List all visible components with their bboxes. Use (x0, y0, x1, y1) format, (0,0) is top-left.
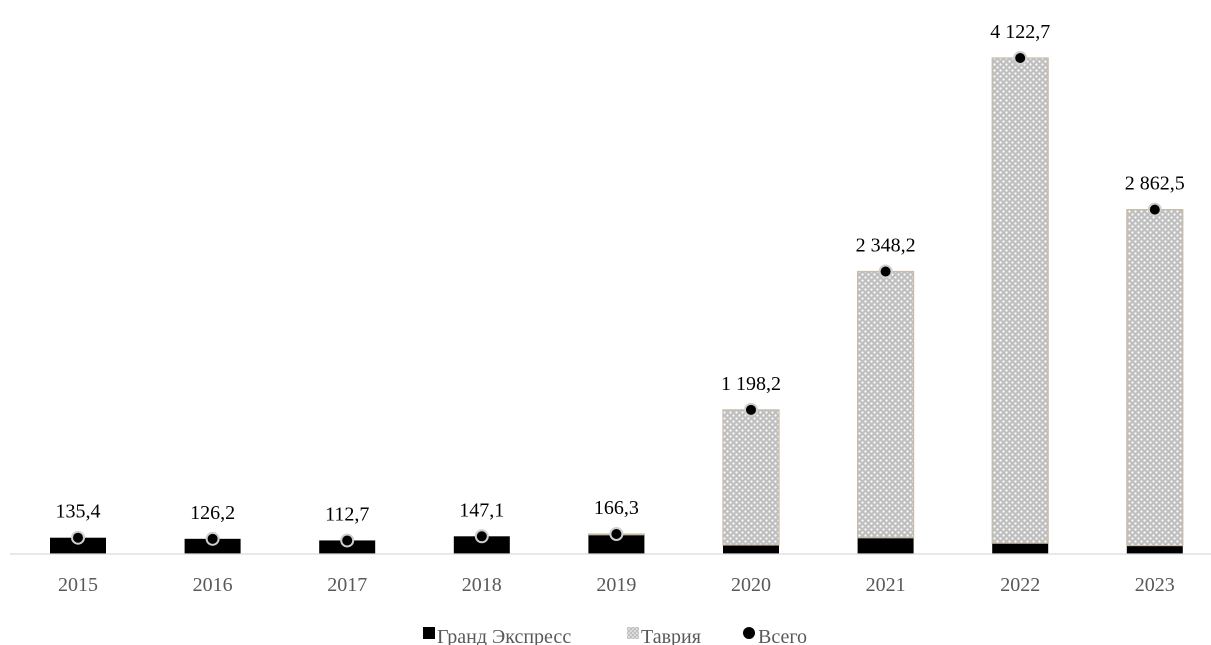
legend-marker-total (743, 627, 755, 639)
x-tick-2022: 2022 (1000, 574, 1040, 596)
data-label-2019: 166,3 (594, 497, 639, 519)
legend-label-tavriya: Таврия (641, 626, 701, 645)
bars-layer (50, 57, 1184, 554)
bar-tavriya-2020 (722, 409, 780, 546)
x-tick-labels: 2015 2016 2017 2018 2019 2020 2021 2022 2023 (58, 574, 1175, 596)
bar-tavriya-2021 (856, 270, 915, 539)
bar-grand-express-2020 (723, 544, 779, 554)
bar-grand-express-2018 (453, 536, 510, 554)
x-tick-2023: 2023 (1135, 574, 1175, 596)
legend-swatch-grand-express (423, 627, 435, 639)
x-tick-2021: 2021 (866, 574, 906, 596)
x-tick-2016: 2016 (193, 574, 233, 596)
bar-grand-express-2016 (184, 538, 241, 554)
point-total-2020 (744, 402, 758, 417)
point-total-2021 (878, 264, 893, 279)
legend-label-grand-express: Гранд Экспресс (437, 626, 571, 645)
data-label-2015: 135,4 (56, 501, 101, 523)
data-labels-layer: 135,4 126,2 112,7 147,1 166,3 1 198,2 2 348,2 4… (56, 21, 1185, 525)
data-label-2022: 4 122,7 (990, 21, 1050, 43)
x-tick-2020: 2020 (731, 574, 771, 596)
point-total-2023 (1147, 202, 1162, 217)
x-tick-2019: 2019 (596, 574, 636, 596)
data-label-2016: 126,2 (190, 502, 235, 524)
data-label-2023: 2 862,5 (1125, 173, 1185, 195)
bar-tavriya-2022 (991, 57, 1049, 544)
legend-swatch-tavriya (627, 627, 639, 639)
x-tick-2017: 2017 (327, 574, 367, 596)
bar-tavriya-2023 (1126, 209, 1184, 547)
bar-grand-express-2021 (857, 537, 914, 554)
bar-grand-express-2023 (1126, 545, 1183, 554)
bar-grand-express-2019 (588, 534, 645, 554)
data-label-2018: 147,1 (459, 499, 504, 521)
data-label-2017: 112,7 (325, 503, 369, 525)
x-tick-2015: 2015 (58, 574, 98, 596)
data-label-2021: 2 348,2 (856, 234, 916, 256)
point-total-2015 (71, 530, 85, 545)
point-total-2018 (474, 529, 489, 544)
point-total-2019 (609, 526, 624, 541)
point-total-2022 (1013, 51, 1028, 65)
legend-label-total: Всего (758, 626, 807, 645)
data-label-2020: 1 198,2 (721, 373, 781, 395)
point-total-2017 (340, 533, 355, 548)
totals-points-layer (71, 51, 1162, 548)
bar-grand-express-2015 (50, 537, 106, 554)
bar-grand-express-2022 (992, 543, 1049, 554)
legend: Гранд Экспресс Таврия Всего (423, 626, 807, 645)
point-total-2016 (205, 531, 220, 546)
x-tick-2018: 2018 (462, 574, 502, 596)
